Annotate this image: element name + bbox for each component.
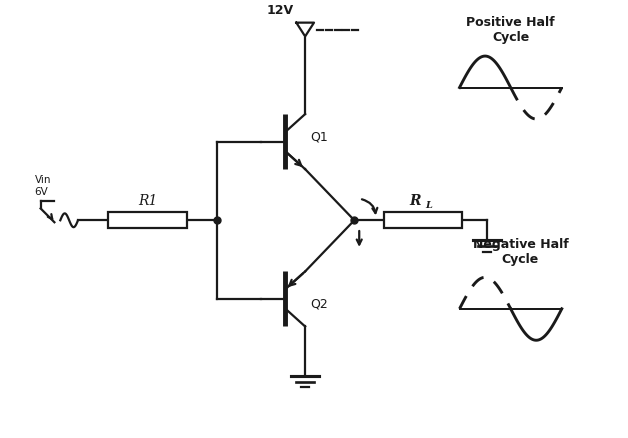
Text: R1: R1 (138, 194, 158, 208)
Bar (384, 212, 462, 228)
Text: Positive Half
Cycle: Positive Half Cycle (467, 16, 555, 44)
Text: Vin
6V: Vin 6V (35, 175, 51, 197)
Text: Negative Half
Cycle: Negative Half Cycle (473, 237, 568, 265)
Text: 12V: 12V (266, 4, 293, 17)
Bar (109, 212, 187, 228)
Text: L: L (425, 201, 432, 210)
Text: Q2: Q2 (310, 297, 328, 311)
Text: Q1: Q1 (310, 130, 328, 143)
Text: R: R (409, 194, 421, 208)
